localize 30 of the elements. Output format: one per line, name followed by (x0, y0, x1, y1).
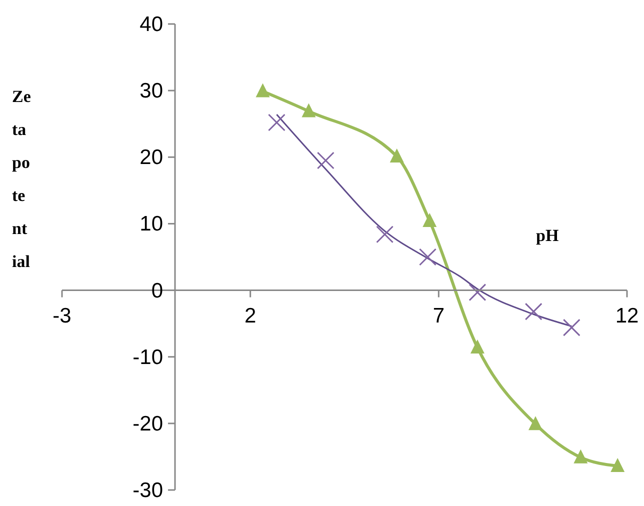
point (528, 416, 542, 430)
point (574, 449, 588, 464)
point (268, 114, 286, 132)
y-tick-label: 20 (140, 146, 163, 170)
point (376, 226, 394, 244)
x-tick-label: 12 (615, 304, 639, 328)
x-tick-label: 7 (432, 304, 445, 328)
point (468, 284, 486, 302)
point (390, 148, 404, 162)
point (418, 248, 436, 266)
y-tick-label: -10 (132, 346, 163, 369)
y-tick-label: 0 (151, 279, 163, 302)
point (316, 152, 334, 170)
y-axis-title: Zeta potential (12, 86, 31, 273)
x-tick-label: -3 (52, 304, 72, 328)
point (302, 103, 316, 118)
point (470, 340, 484, 354)
y-tick-label: 10 (140, 212, 163, 236)
line-series (276, 114, 572, 327)
point (610, 458, 625, 472)
point (256, 83, 270, 98)
point (562, 318, 580, 336)
point (524, 302, 542, 320)
y-tick-label: -20 (132, 412, 163, 436)
y-tick-label: 40 (140, 13, 163, 36)
x-tick-label: 2 (244, 304, 256, 328)
point (422, 213, 437, 228)
x-axis-title: pH (536, 226, 559, 246)
y-tick-label: -30 (132, 479, 163, 502)
y-tick-label: 30 (140, 80, 163, 103)
